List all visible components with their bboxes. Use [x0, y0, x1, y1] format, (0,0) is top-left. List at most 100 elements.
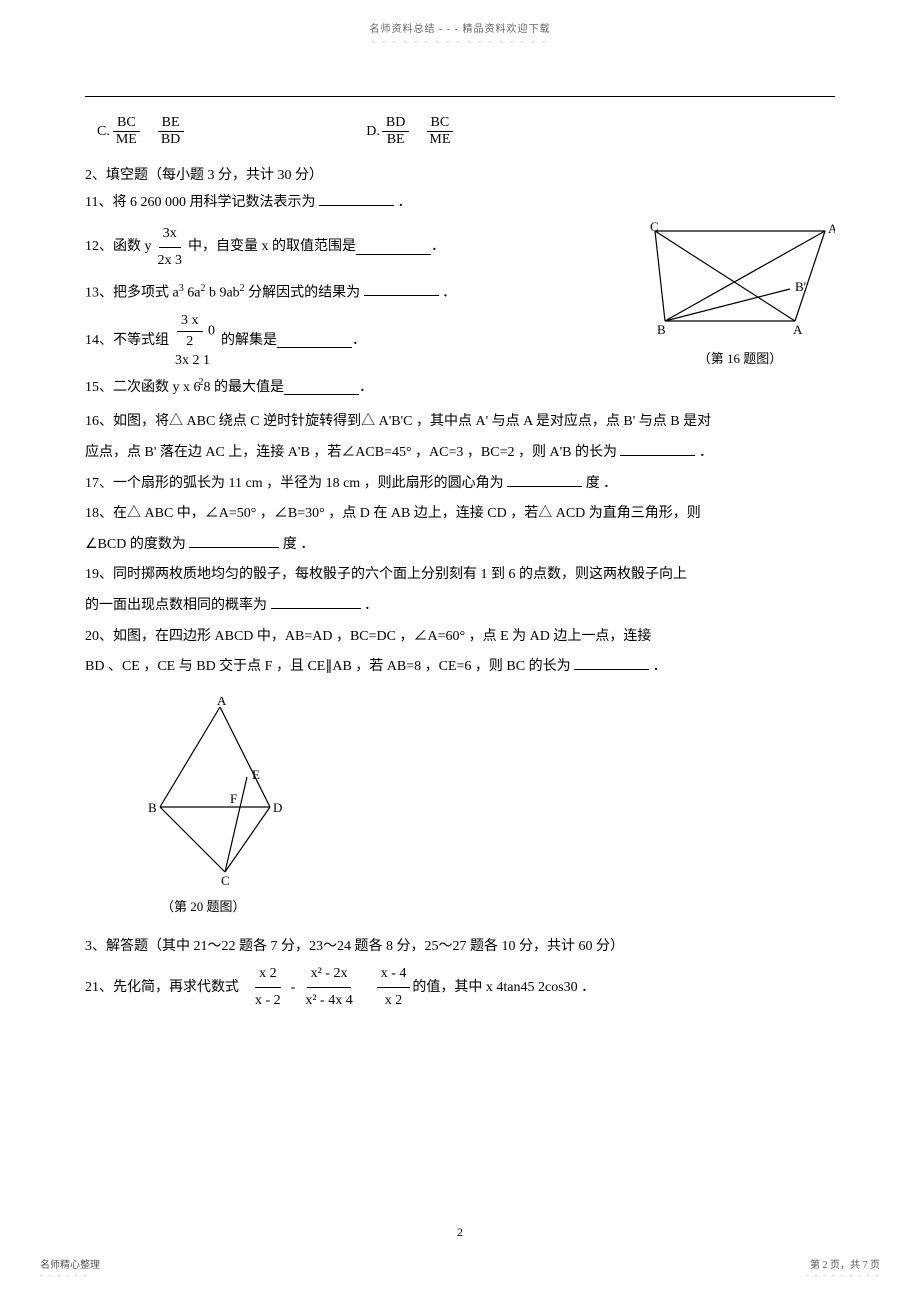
- q19-dot: ．: [364, 598, 378, 613]
- footer-right: 第 2 页，共 7 页 - - - - - - - - -: [806, 1256, 880, 1280]
- q14-r1a: 3 x: [177, 311, 203, 332]
- q14-r1b: 0: [208, 323, 215, 338]
- svg-text:C: C: [221, 873, 230, 887]
- q11-blank: [319, 192, 394, 206]
- frac-d1-num: BD: [382, 115, 409, 132]
- q15-post: 8 的最大值是: [204, 375, 285, 402]
- q20-line2: BD 、CE ，CE 与 BD 交于点 F ，且 CE∥AB ，若 AB=8 ，…: [85, 654, 835, 681]
- q19-line2: 的一面出现点数相同的概率为 ．: [85, 593, 835, 620]
- q13-post: 分解因式的结果为: [248, 285, 360, 300]
- q18-blank: [189, 534, 279, 548]
- option-d: D. BD BE BC ME: [366, 115, 456, 148]
- svg-text:A: A: [793, 322, 803, 337]
- svg-text:F: F: [230, 791, 237, 806]
- figure-20-caption: （第 20 题图）: [161, 896, 835, 915]
- header-title: 名师资料总结 - - - 精品资料欢迎下载: [85, 20, 835, 35]
- footer-right-dash: - - - - - - - - -: [806, 1271, 880, 1280]
- q15-blank: [284, 381, 359, 395]
- q21-f3-den: x 2: [381, 988, 407, 1015]
- q21-f2: x² - 2x x² - 4x 4: [301, 961, 356, 1015]
- q13-mid2: b 9ab: [209, 285, 240, 300]
- footer-left-dash: - - - - - -: [40, 1271, 100, 1280]
- frac-d1: BD BE: [382, 115, 409, 148]
- q21-pre: 21、先化简，再求代数式: [85, 975, 239, 1002]
- q16-blank: [620, 442, 695, 456]
- q12-post: 中，自变量 x 的取值范围是: [188, 234, 356, 261]
- svg-text:D: D: [273, 800, 282, 815]
- frac-c1-den: ME: [112, 132, 141, 148]
- frac-d2-den: ME: [425, 132, 454, 148]
- q15: 15、二次函数 y x 6 2 8 的最大值是 ．: [85, 375, 835, 402]
- q13-dot: ．: [442, 285, 456, 300]
- q20-line1: 20、如图，在四边形 ABCD 中，AB=AD ，BC=DC ，∠A=60° ，…: [85, 624, 835, 651]
- q16-line2: 应点，点 B' 落在边 AC 上，连接 A'B ，若∠ACB=45° ，AC=3…: [85, 440, 835, 467]
- q13-blank: [364, 282, 439, 296]
- q11: 11、将 6 260 000 用科学记数法表示为 ．: [85, 190, 835, 217]
- q17-pre: 17、一个扇形的弧长为 11 cm ，半径为 18 cm ，则此扇形的圆心角为: [85, 476, 504, 491]
- q14-r1mid: 2: [182, 332, 197, 352]
- q19-line1: 19、同时掷两枚质地均匀的骰子，每枚骰子的六个面上分别刻有 1 到 6 的点数，…: [85, 562, 835, 589]
- frac-c2-num: BE: [158, 115, 184, 132]
- q13-pre: 13、把多项式 a: [85, 285, 179, 300]
- q13-sup1: 3: [179, 283, 184, 294]
- svg-text:A: A: [217, 697, 227, 708]
- q14-dot: ．: [352, 328, 366, 355]
- q14-pre: 14、不等式组: [85, 328, 169, 355]
- q10-options: C. BC ME BE BD D. BD BE BC ME: [85, 115, 835, 148]
- q14: 14、不等式组 3 x2 0 3x 2 1 的解集是 ．: [85, 311, 635, 371]
- q21-f3-num: x - 4: [377, 961, 411, 989]
- svg-text:B′: B′: [795, 279, 807, 294]
- q21-f2-num: x² - 2x: [307, 961, 352, 989]
- frac-d2-num: BC: [427, 115, 454, 132]
- q18-line2: ∠BCD 的度数为 度 ．: [85, 532, 835, 559]
- q12-frac: 3x 2x 3: [154, 221, 187, 275]
- q21-f1-num: x 2: [255, 961, 281, 989]
- q16-line2-pre: 应点，点 B' 落在边 AC 上，连接 A'B ，若∠ACB=45° ，AC=3…: [85, 445, 617, 460]
- q13-sup3: 2: [240, 283, 245, 294]
- q21-f1-den: x - 2: [251, 988, 285, 1015]
- figure-20-svg: A B D E F C: [145, 697, 295, 887]
- q12: 12、函数 y 3x 2x 3 中，自变量 x 的取值范围是 ．: [85, 221, 635, 275]
- q21-f1: x 2 x - 2: [251, 961, 285, 1015]
- q17-blank: [507, 473, 582, 487]
- q14-post: 的解集是: [221, 328, 277, 355]
- option-c-label: C.: [97, 124, 110, 140]
- top-rule: [85, 96, 835, 97]
- q17-unit: 度 ．: [586, 476, 618, 491]
- q15-sup: 2: [199, 373, 204, 392]
- q14-system: 3 x2 0 3x 2 1: [175, 311, 215, 371]
- frac-c2: BE BD: [157, 115, 184, 148]
- option-c: C. BC ME BE BD: [97, 115, 186, 148]
- q13-sup2: 2: [200, 283, 205, 294]
- q19-l2-pre: 的一面出现点数相同的概率为: [85, 598, 267, 613]
- svg-text:B: B: [148, 800, 157, 815]
- svg-text:C: C: [650, 221, 659, 234]
- svg-text:B: B: [657, 322, 666, 337]
- q18-l2-pre: ∠BCD 的度数为: [85, 537, 186, 552]
- q12-frac-num: 3x: [159, 221, 181, 249]
- frac-c1-num: BC: [113, 115, 140, 132]
- figure-16-svg: C A′ B′ B A: [645, 221, 835, 341]
- q16-dot: ．: [699, 445, 713, 460]
- q21: 21、先化简，再求代数式 x 2 x - 2 - x² - 2x x² - 4x…: [85, 961, 835, 1015]
- q20-blank: [574, 656, 649, 670]
- q17: 17、一个扇形的弧长为 11 cm ，半径为 18 cm ，则此扇形的圆心角为 …: [85, 471, 835, 498]
- q14-blank: [277, 334, 352, 348]
- q13-mid1: 6a: [187, 285, 200, 300]
- figure-20: A B D E F C （第 20 题图）: [145, 697, 835, 915]
- page-number: 2: [0, 1225, 920, 1240]
- frac-d1-den: BE: [383, 132, 409, 148]
- q18-line1: 18、在△ ABC 中，∠A=50° ，∠B=30° ，点 D 在 AB 边上，…: [85, 501, 835, 528]
- q15-dot: ．: [359, 375, 373, 402]
- section-2-title: 2、填空题（每小题 3 分，共计 30 分）: [85, 164, 835, 184]
- q19-blank: [271, 595, 361, 609]
- frac-d2: BC ME: [425, 115, 454, 148]
- figure-16-caption: （第 16 题图）: [645, 348, 835, 367]
- q12-blank: [356, 241, 431, 255]
- footer-left: 名师精心整理 - - - - - -: [40, 1256, 100, 1280]
- q14-r2: 3x 2 1: [175, 351, 215, 371]
- q11-dot: ．: [397, 195, 411, 210]
- section-3-title: 3、解答题（其中 21～22 题各 7 分，23～24 题各 8 分，25～27…: [85, 935, 835, 955]
- footer-left-text: 名师精心整理: [40, 1256, 100, 1271]
- frac-c2-den: BD: [157, 132, 184, 148]
